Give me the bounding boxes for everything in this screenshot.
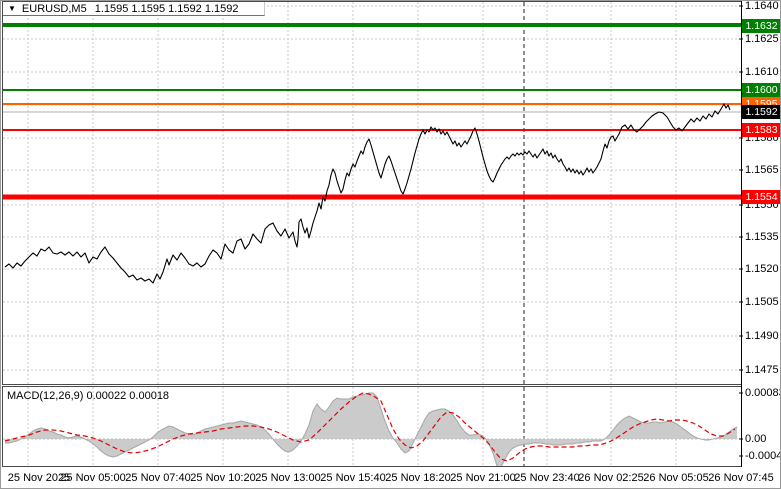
price-level-badge: 1.1592 bbox=[742, 105, 780, 119]
price-level-badge: 1.1554 bbox=[742, 190, 780, 204]
price-axis-label: 1.1565 bbox=[745, 164, 779, 176]
time-axis-label: 25 Nov 13:00 bbox=[255, 472, 321, 484]
macd-axis-label: 0.00 bbox=[745, 433, 767, 445]
time-axis-label: 25 Nov 21:00 bbox=[450, 472, 516, 484]
price-axis-label: 1.1535 bbox=[745, 231, 779, 243]
price-level-badge: 1.1583 bbox=[742, 123, 780, 137]
symbol-timeframe-label: EURUSD,M5 bbox=[21, 2, 87, 15]
price-axis[interactable]: 1.1640 1.1625 1.1610 1.1580 1.1565 1.1550 1.15… bbox=[741, 0, 781, 467]
time-axis-label: 26 Nov 05:05 bbox=[643, 472, 709, 484]
price-level-badge: 1.1632 bbox=[742, 19, 780, 33]
price-axis-label: 1.1490 bbox=[745, 330, 779, 342]
time-axis-label: 26 Nov 07:45 bbox=[708, 472, 774, 484]
time-axis-label: 25 Nov 05:00 bbox=[60, 472, 126, 484]
time-axis-label: 25 Nov 07:40 bbox=[125, 472, 191, 484]
price-axis-label: 1.1640 bbox=[745, 0, 779, 12]
symbol-dropdown-icon[interactable]: ▼ bbox=[8, 3, 16, 13]
time-axis-label: 25 Nov 2025 bbox=[7, 472, 71, 484]
macd-axis-label: -0.00045 bbox=[745, 450, 780, 462]
time-axis-label: 25 Nov 15:40 bbox=[320, 472, 386, 484]
price-axis-label: 1.1475 bbox=[745, 364, 779, 376]
price-axis-label: 1.1505 bbox=[745, 296, 779, 308]
time-axis-label: 25 Nov 18:20 bbox=[385, 472, 451, 484]
time-axis[interactable]: 25 Nov 2025 25 Nov 05:00 25 Nov 07:40 25 No… bbox=[1, 467, 780, 488]
price-axis-label: 1.1520 bbox=[745, 263, 779, 275]
price-axis-label: 1.1625 bbox=[745, 33, 779, 45]
time-axis-label: 25 Nov 10:20 bbox=[190, 472, 256, 484]
time-axis-label: 26 Nov 02:25 bbox=[578, 472, 644, 484]
quote-header: ▼ EURUSD,M5 1.1595 1.1595 1.1592 1.1592 bbox=[3, 2, 265, 16]
macd-indicator-label: MACD(12,26,9) 0.00022 0.00018 bbox=[7, 390, 170, 402]
time-axis-label: 25 Nov 23:40 bbox=[514, 472, 580, 484]
price-level-badge: 1.1600 bbox=[742, 83, 780, 97]
price-axis-label: 1.1610 bbox=[745, 66, 779, 78]
macd-axis-label: 0.00083 bbox=[745, 387, 781, 399]
ohlc-quotes-label: 1.1595 1.1595 1.1592 1.1592 bbox=[94, 2, 239, 15]
